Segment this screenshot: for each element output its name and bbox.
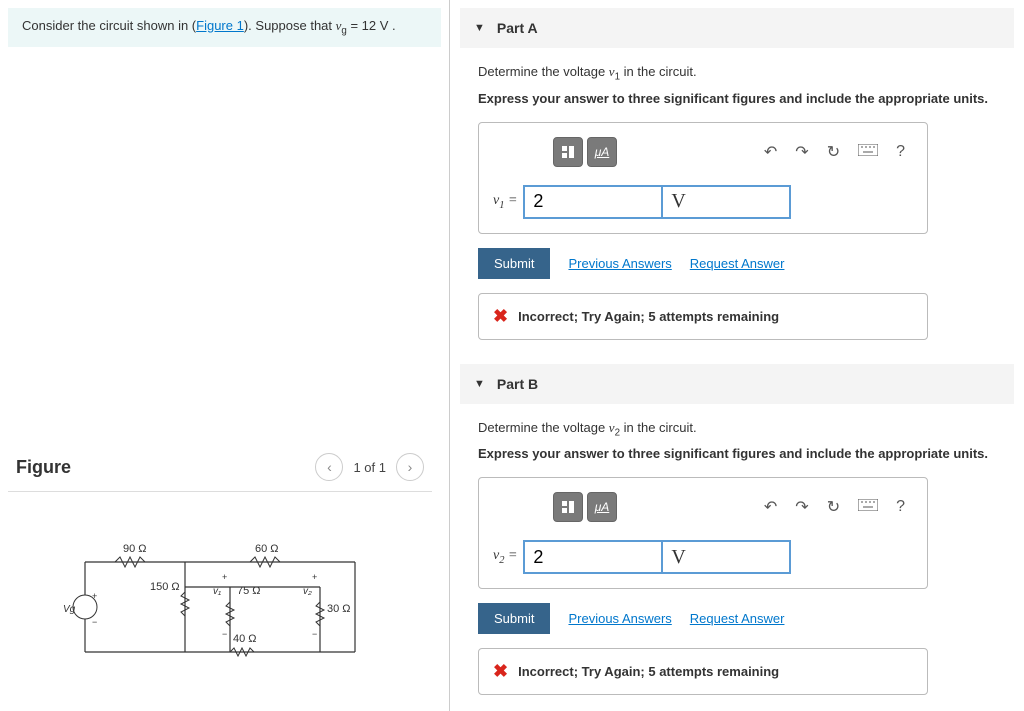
reset-icon[interactable]: ↻ [827,142,840,162]
help-icon[interactable]: ? [896,143,905,161]
answer-unit-input[interactable]: V [661,185,791,219]
request-answer-link[interactable]: Request Answer [690,611,785,626]
units-tool-button[interactable]: μA [587,492,617,522]
feedback-box: ✖ Incorrect; Try Again; 5 attempts remai… [478,648,928,695]
instruction-text: Express your answer to three significant… [478,91,996,106]
svg-text:+: + [92,591,97,601]
feedback-box: ✖ Incorrect; Try Again; 5 attempts remai… [478,293,928,340]
problem-prompt: Consider the circuit shown in (Figure 1)… [8,8,441,47]
answer-box: μA ↶ ↷ ↻ ? v2 = V [478,477,928,589]
previous-answers-link[interactable]: Previous Answers [568,611,671,626]
feedback-message: Incorrect; Try Again; 5 attempts remaini… [518,309,779,324]
keyboard-icon[interactable] [858,498,878,516]
figure-title: Figure [16,457,315,478]
svg-text:60 Ω: 60 Ω [255,543,279,555]
previous-answers-link[interactable]: Previous Answers [568,256,671,271]
part-a-header[interactable]: ▼ Part A [460,8,1014,48]
incorrect-icon: ✖ [493,661,508,682]
redo-icon[interactable]: ↷ [795,142,808,162]
question-text: Determine the voltage v2 in the circuit. [478,420,996,439]
svg-text:+: + [222,572,227,582]
svg-text:v₁: v₁ [213,586,221,597]
prompt-text-2: ). Suppose that [244,18,336,33]
instruction-text: Express your answer to three significant… [478,446,996,461]
part-b-header[interactable]: ▼ Part B [460,364,1014,404]
figure-prev-button[interactable]: ‹ [315,453,343,481]
answer-value-input[interactable] [523,185,663,219]
answer-unit-input[interactable]: V [661,540,791,574]
collapse-icon: ▼ [474,22,485,34]
help-icon[interactable]: ? [896,498,905,516]
template-tool-button[interactable] [553,492,583,522]
svg-text:−: − [222,629,227,639]
feedback-message: Incorrect; Try Again; 5 attempts remaini… [518,664,779,679]
figure-link[interactable]: Figure 1 [196,18,244,33]
part-label: Part B [497,376,538,392]
svg-text:90 Ω: 90 Ω [123,543,147,555]
svg-text:40 Ω: 40 Ω [233,633,257,645]
collapse-icon: ▼ [474,378,485,390]
svg-text:30 Ω: 30 Ω [327,603,351,615]
answer-value-input[interactable] [523,540,663,574]
answer-variable-label: v1 = [493,193,517,211]
prompt-text: Consider the circuit shown in ( [22,18,196,33]
svg-text:Vg: Vg [63,604,76,615]
circuit-diagram: 90 Ω 60 Ω Vg + − 150 Ω v₁ 75 Ω + [55,532,385,672]
template-tool-button[interactable] [553,137,583,167]
redo-icon[interactable]: ↷ [795,497,808,517]
prompt-eq: = 12 V . [347,18,396,33]
svg-text:−: − [312,629,317,639]
svg-text:−: − [92,617,97,627]
svg-text:+: + [312,572,317,582]
question-text: Determine the voltage v1 in the circuit. [478,64,996,83]
part-label: Part A [497,20,538,36]
svg-text:75 Ω: 75 Ω [237,585,261,597]
answer-variable-label: v2 = [493,548,517,566]
incorrect-icon: ✖ [493,306,508,327]
undo-icon[interactable]: ↶ [764,497,777,517]
keyboard-icon[interactable] [858,143,878,161]
submit-button[interactable]: Submit [478,248,550,279]
reset-icon[interactable]: ↻ [827,497,840,517]
submit-button[interactable]: Submit [478,603,550,634]
svg-text:v₂: v₂ [303,586,312,597]
figure-page-indicator: 1 of 1 [353,460,386,475]
request-answer-link[interactable]: Request Answer [690,256,785,271]
answer-box: μA ↶ ↷ ↻ ? v1 = V [478,122,928,234]
units-tool-button[interactable]: μA [587,137,617,167]
undo-icon[interactable]: ↶ [764,142,777,162]
svg-text:150 Ω: 150 Ω [150,581,180,593]
figure-next-button[interactable]: › [396,453,424,481]
